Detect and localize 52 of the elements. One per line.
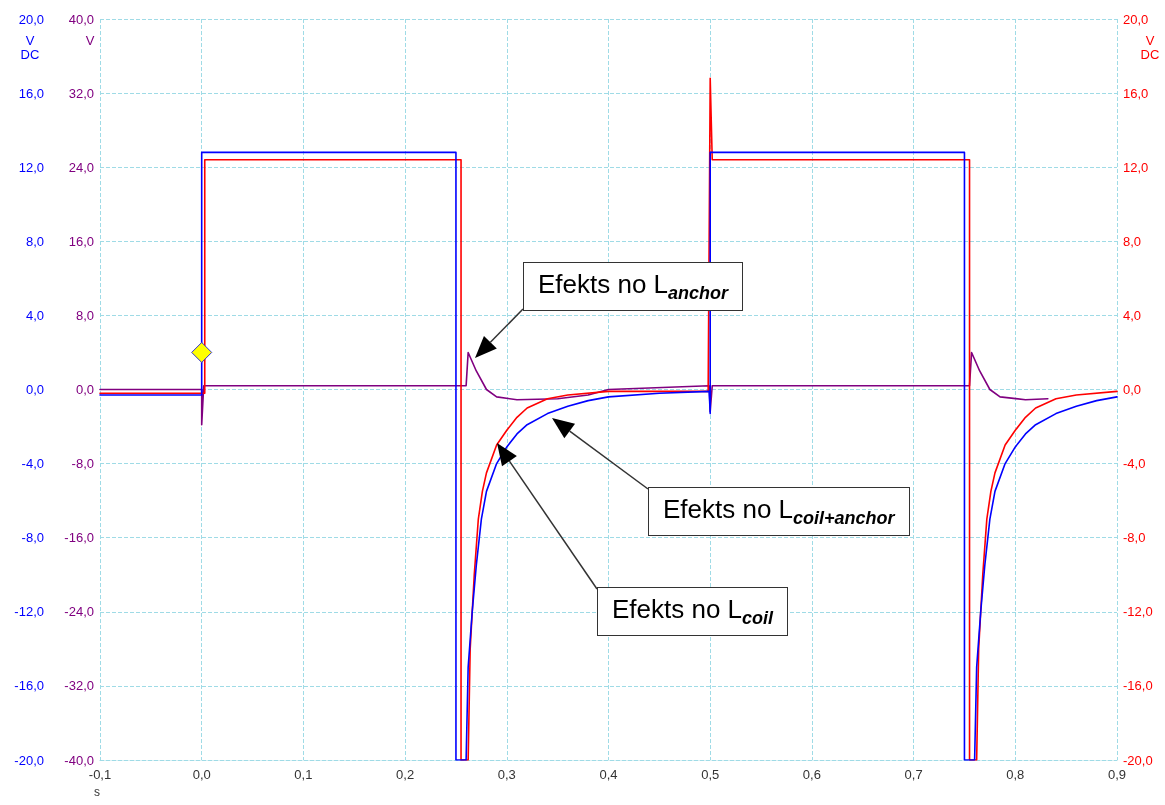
y-axis-title: V DC: [20, 32, 40, 62]
y-tick-label: 4,0: [25, 307, 44, 323]
y3-tick-label: 16,0: [1123, 85, 1149, 101]
y2-tick-label: 40,0: [68, 11, 94, 27]
y-tick-label: 12,0: [18, 159, 44, 175]
y3-tick-label: 8,0: [1123, 233, 1142, 249]
y3-tick-label: 20,0: [1123, 11, 1149, 27]
y3-tick-label: -12,0: [1123, 604, 1153, 620]
y2-tick-label: -32,0: [64, 678, 94, 694]
y3-tick-label: 12,0: [1123, 159, 1149, 175]
y-tick-label: -16,0: [14, 678, 44, 694]
y2-tick-label: 0,0: [75, 382, 94, 397]
x-axis-title: s: [94, 785, 100, 799]
y-tick-label: 8,0: [25, 233, 44, 249]
x-tick-label: 0,6: [802, 767, 821, 782]
y2-tick-label: -24,0: [64, 604, 94, 620]
annotation: Efekts no L$_{anchor}$: [523, 262, 744, 312]
y-tick-label: 16,0: [18, 85, 44, 101]
x-tick-label: 0,1: [294, 767, 313, 782]
y2-tick-label: -16,0: [64, 530, 94, 546]
y3-tick-label: 4,0: [1123, 307, 1142, 323]
y2-tick-label: -8,0: [71, 456, 94, 472]
y2-tick-label: 32,0: [68, 85, 94, 101]
y-tick-label: -8,0: [21, 530, 44, 546]
annotation: Efekts no L$_{coil+anchor}$: [648, 487, 910, 537]
x-tick-label: 0,5: [701, 767, 720, 782]
x-tick-label: 0,0: [192, 767, 211, 782]
annotation: Efekts no L$_{coil}$: [597, 587, 789, 637]
y3-tick-label: -16,0: [1123, 678, 1153, 694]
y3-tick-label: -20,0: [1123, 752, 1153, 768]
x-tick-label: 0,8: [1006, 767, 1025, 782]
y2-axis-title: V: [85, 32, 95, 48]
y-tick-label: -4,0: [21, 456, 44, 472]
x-tick-label: 0,9: [1107, 767, 1127, 782]
y2-tick-label: 24,0: [68, 159, 94, 175]
x-tick-label: 0,2: [396, 767, 415, 782]
y-tick-label: 20,0: [18, 11, 44, 27]
y2-tick-label: 16,0: [68, 233, 94, 249]
line-series: [99, 351, 1049, 426]
y2-tick-label: -40,0: [64, 752, 94, 768]
y3-axis-title: V DC: [1140, 32, 1160, 62]
y-tick-label: 0,0: [25, 382, 44, 397]
y-tick-label: -12,0: [14, 604, 44, 620]
y3-tick-label: -8,0: [1123, 530, 1146, 546]
x-tick-label: -0,1: [88, 767, 112, 782]
x-tick-label: 0,7: [904, 767, 923, 782]
x-tick-label: 0,4: [599, 767, 618, 782]
y3-tick-label: -4,0: [1123, 456, 1146, 472]
y2-tick-label: 8,0: [75, 307, 94, 323]
x-tick-label: 0,3: [497, 767, 516, 782]
y-tick-label: -20,0: [14, 752, 44, 768]
y3-tick-label: 0,0: [1123, 382, 1142, 397]
